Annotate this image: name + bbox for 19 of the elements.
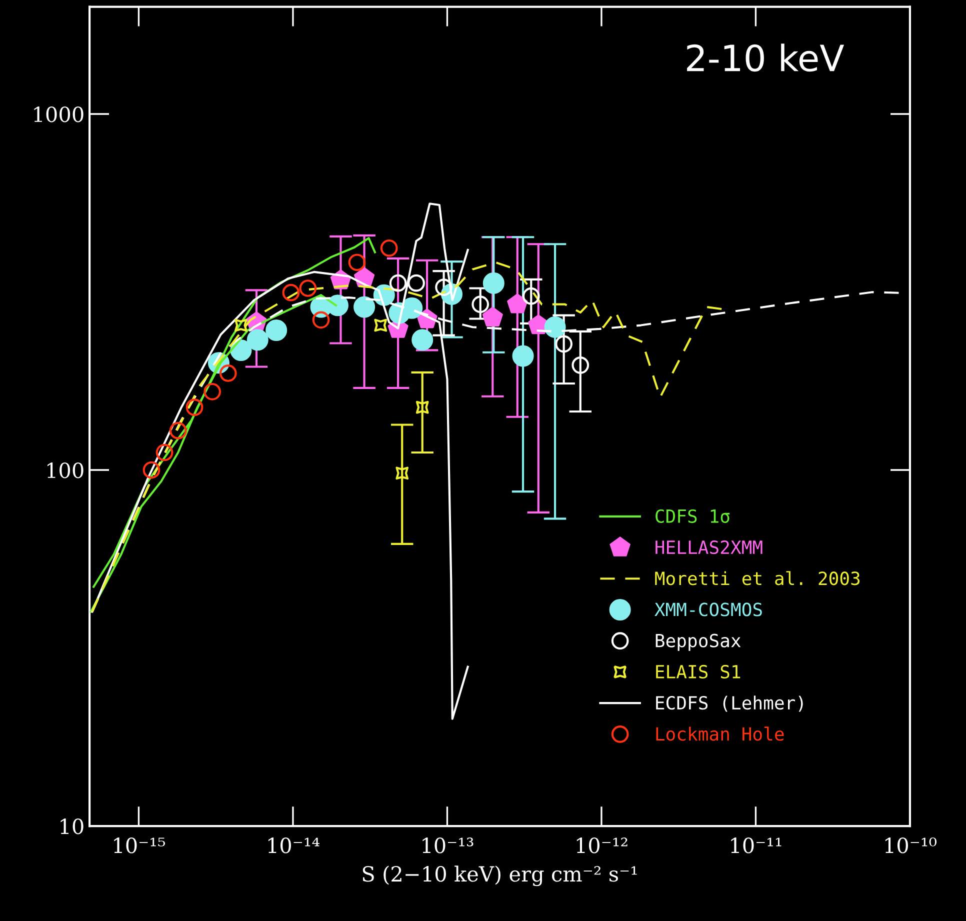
legend-label: BeppoSax bbox=[656, 634, 741, 651]
legend-label: ELAIS S1 bbox=[656, 664, 740, 679]
x-tick-label: 10⁻¹⁰ bbox=[885, 838, 937, 854]
legend-label: CDFS 1σ bbox=[656, 509, 730, 523]
x-axis-title: S (2−10 keV) erg cm⁻² s⁻¹ bbox=[362, 866, 637, 886]
x-tick-label: 10⁻¹³ bbox=[422, 838, 474, 854]
legend-label: XMM-COSMOS bbox=[654, 602, 762, 616]
x-tick-label: 10⁻¹⁴ bbox=[268, 838, 320, 854]
x-tick-label: 10⁻¹² bbox=[576, 838, 628, 854]
x-tick-label: 10⁻¹¹ bbox=[731, 838, 782, 854]
legend-label: Moretti et al. 2003 bbox=[655, 571, 860, 586]
y-tick-label: 10 bbox=[60, 818, 84, 834]
legend-label: HELLAS2XMM bbox=[656, 540, 762, 554]
legend-label: ECDFS (Lehmer) bbox=[656, 696, 803, 712]
legend-label: Lockman Hole bbox=[656, 726, 784, 741]
y-tick-label: 100 bbox=[47, 462, 84, 478]
annotation: 2-10 keV bbox=[687, 44, 844, 72]
y-tick-label: 1000 bbox=[34, 106, 84, 122]
x-tick-label: 10⁻¹⁵ bbox=[114, 838, 166, 854]
